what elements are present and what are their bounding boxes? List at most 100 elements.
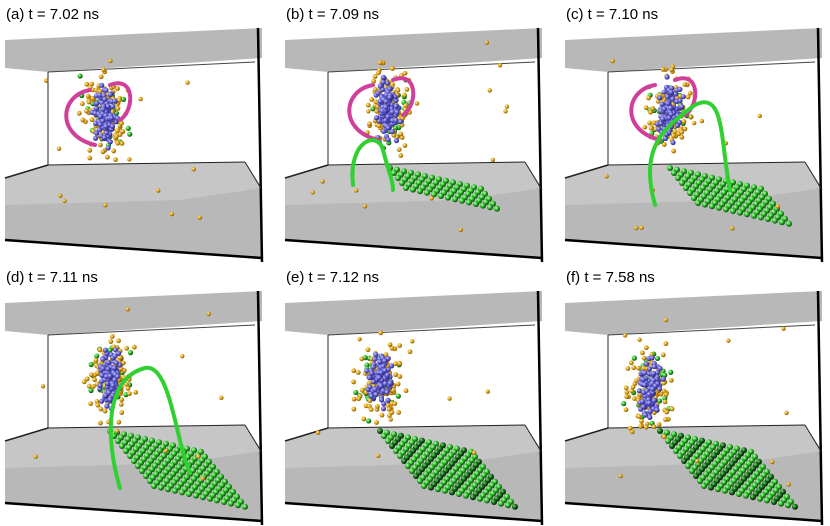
atom	[393, 361, 399, 367]
atom	[186, 491, 192, 497]
atom	[661, 106, 667, 112]
box-ceiling	[5, 291, 262, 335]
atom	[650, 106, 655, 111]
atom	[384, 80, 391, 86]
dislocation-line	[108, 365, 192, 490]
atom	[107, 396, 113, 403]
atom	[477, 495, 483, 502]
atom	[689, 468, 695, 474]
atom	[688, 114, 694, 120]
atom	[681, 119, 687, 124]
atom	[385, 402, 391, 408]
atom	[106, 359, 112, 365]
atom	[119, 443, 125, 449]
atom	[179, 489, 185, 496]
atom	[778, 500, 784, 507]
box-floor-shade	[5, 162, 262, 205]
atom	[103, 123, 109, 129]
atom	[88, 387, 94, 394]
box-edge	[244, 424, 263, 454]
atom	[138, 96, 143, 102]
atom	[101, 67, 106, 73]
box-ceiling	[565, 291, 822, 335]
atom	[351, 379, 356, 385]
panel: (a) t = 7.02 ns	[4, 6, 264, 263]
atom	[115, 140, 121, 146]
atom	[180, 354, 185, 359]
atom	[647, 120, 652, 126]
atom	[624, 394, 630, 399]
atom	[84, 376, 90, 382]
atom	[97, 113, 104, 120]
atom	[115, 86, 120, 91]
atom	[197, 215, 203, 220]
atom	[675, 175, 681, 181]
atom	[370, 364, 376, 370]
box-edge	[524, 161, 543, 191]
atom	[107, 92, 113, 98]
atom	[139, 468, 145, 474]
atom	[627, 425, 633, 431]
atom	[378, 383, 384, 389]
atom	[123, 448, 129, 454]
atom	[697, 478, 703, 484]
atom	[397, 361, 403, 367]
atom	[401, 458, 407, 464]
atom	[387, 342, 393, 348]
box-edge	[4, 427, 49, 442]
atom	[219, 395, 224, 401]
atom	[668, 369, 674, 375]
atom	[663, 417, 668, 422]
atom	[369, 370, 375, 376]
atom	[115, 128, 120, 134]
atom	[191, 167, 196, 172]
atom	[377, 359, 383, 365]
atom	[359, 387, 365, 393]
atom	[621, 400, 627, 407]
atom	[503, 109, 508, 114]
atom	[113, 347, 119, 353]
atom	[397, 374, 403, 379]
box-edge	[327, 161, 526, 166]
atom	[133, 389, 139, 395]
atom	[88, 401, 94, 407]
atom	[119, 141, 125, 146]
atom	[112, 98, 118, 104]
atom	[395, 381, 401, 387]
atom	[435, 486, 441, 493]
atom	[100, 106, 106, 112]
atom	[143, 473, 149, 479]
atom	[156, 188, 161, 193]
atom	[376, 453, 381, 459]
box-edge	[564, 501, 823, 523]
atom	[485, 389, 491, 394]
atom	[396, 410, 402, 415]
atom	[366, 418, 372, 424]
atom	[395, 393, 401, 399]
atom	[670, 406, 675, 412]
atom	[44, 78, 49, 83]
box-edge	[4, 501, 263, 523]
atom	[417, 188, 423, 195]
box-ceiling	[285, 291, 542, 335]
atom	[104, 154, 110, 160]
atom	[88, 372, 94, 378]
atom	[116, 419, 122, 425]
atom	[116, 338, 121, 344]
atom	[661, 388, 667, 394]
atom	[661, 434, 667, 440]
atom	[385, 438, 391, 444]
atom	[77, 73, 83, 79]
atom	[85, 93, 91, 99]
atom	[730, 226, 735, 231]
atom	[491, 499, 497, 505]
atom	[644, 421, 650, 427]
atom	[625, 366, 631, 371]
box-edge	[284, 238, 543, 260]
atom	[459, 197, 465, 204]
atom	[628, 360, 634, 366]
atom	[695, 200, 701, 206]
atom	[637, 337, 642, 342]
atom	[108, 115, 114, 121]
atom	[362, 204, 368, 209]
